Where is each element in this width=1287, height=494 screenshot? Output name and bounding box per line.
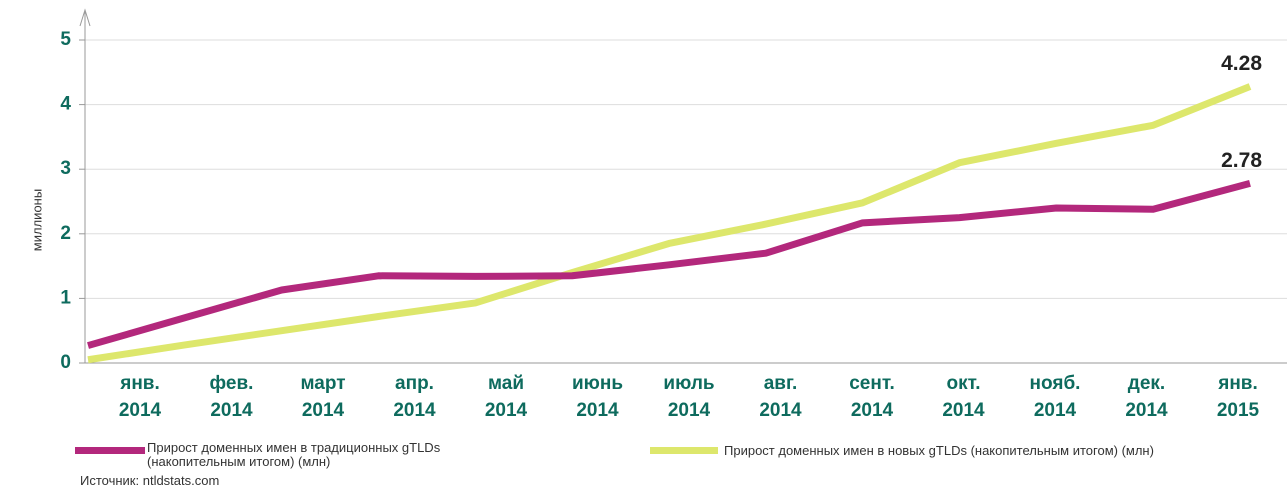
x-tick-label: янв. 2015 (1217, 373, 1260, 421)
x-tick-label-line: 2014 (759, 400, 802, 421)
x-tick-label-line: янв. (119, 373, 160, 394)
x-tick-label: нояб. 2014 (1030, 373, 1081, 421)
x-tick-label-line: сент. (849, 373, 895, 394)
x-tick-label-line: фев. (210, 373, 254, 394)
y-tick-label: 0 (60, 352, 71, 373)
x-tick-label-line: 2014 (851, 400, 894, 421)
x-tick-label-line: дек. (1128, 373, 1165, 394)
axis-arrow (79, 8, 91, 27)
x-tick-label-line: 2014 (576, 400, 619, 421)
legend-label: Прирост доменных имен в традиционных gTL… (147, 440, 441, 469)
x-tick-label-line: 2014 (302, 400, 345, 421)
x-tick-label: май 2014 (485, 373, 528, 421)
x-tick-label-line: 2014 (119, 400, 162, 421)
x-tick-label: авг. 2014 (759, 373, 802, 421)
y-tick-label: 5 (60, 29, 71, 50)
value-label: 4.28 (1221, 52, 1262, 75)
y-tick-label: 4 (60, 94, 71, 115)
x-tick-label-line: 2014 (210, 400, 253, 421)
y-tick-label: 2 (60, 223, 71, 244)
x-tick-label: сент. 2014 (849, 373, 895, 421)
x-tick-label-line: янв. (1217, 373, 1258, 394)
x-tick-label-line: 2014 (668, 400, 711, 421)
x-tick-label: июль 2014 (663, 373, 714, 421)
x-tick-label-line: 2014 (393, 400, 436, 421)
x-tick-label-line: окт. (946, 373, 980, 394)
y-axis-label: миллионы (29, 189, 44, 251)
x-tick-label-line: 2014 (1034, 400, 1077, 421)
legend-label: Прирост доменных имен в новых gTLDs (нак… (724, 443, 1154, 458)
x-tick-label: окт. 2014 (942, 373, 985, 421)
x-tick-label: янв. 2014 (119, 373, 162, 421)
x-tick-label: июнь 2014 (572, 373, 623, 421)
x-tick-label-line: июль (663, 373, 714, 394)
x-tick-label-line: июнь (572, 373, 623, 394)
x-tick-label-line: май (488, 373, 524, 394)
x-tick-label-line: 2014 (942, 400, 985, 421)
x-tick-label-line: март (300, 373, 345, 394)
x-tick-label: апр. 2014 (393, 373, 436, 421)
legend-swatch (75, 447, 145, 454)
x-tick-label: фев. 2014 (210, 373, 254, 421)
series-line (87, 180, 1251, 349)
value-label: 2.78 (1221, 149, 1262, 172)
y-tick-label: 3 (60, 158, 71, 179)
x-tick-label: дек. 2014 (1125, 373, 1168, 421)
x-tick-label: март 2014 (300, 373, 345, 421)
y-tick-label: 1 (60, 287, 71, 308)
x-tick-label-line: авг. (764, 373, 798, 394)
x-tick-label-line: 2014 (1125, 400, 1168, 421)
legend-swatch (650, 447, 718, 454)
x-tick-label-line: нояб. (1030, 373, 1081, 394)
source: Источник: ntldstats.com (80, 473, 220, 488)
x-tick-label-line: 2015 (1217, 400, 1260, 421)
x-tick-label-line: апр. (395, 373, 434, 394)
x-tick-label-line: 2014 (485, 400, 528, 421)
series-line (87, 83, 1252, 364)
